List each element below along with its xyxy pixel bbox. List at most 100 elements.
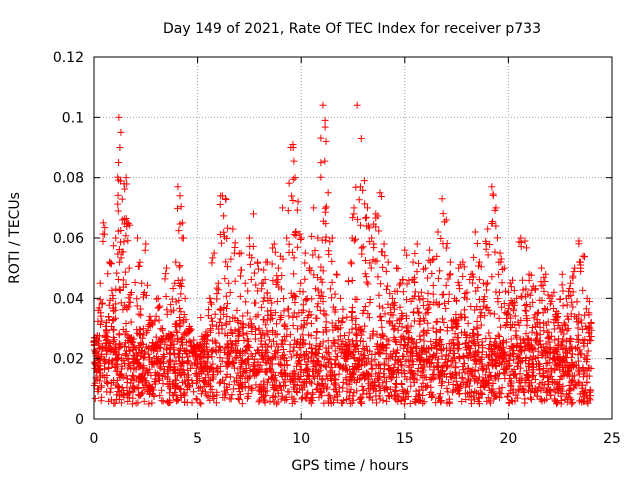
data-point [330,336,338,344]
data-point [579,373,587,381]
data-point [331,308,339,316]
data-point [513,333,521,341]
data-point [136,258,144,266]
data-point [142,240,150,248]
data-point [506,351,514,359]
data-point [486,373,494,381]
data-point [544,368,552,376]
data-point [255,383,263,391]
data-point [254,265,262,273]
data-point [585,323,593,331]
data-point [429,324,437,332]
data-point [208,259,216,267]
data-point [276,382,284,390]
data-point [578,319,586,327]
data-point [127,379,135,387]
data-point [489,361,497,369]
data-point [578,381,586,389]
data-point [558,270,566,278]
data-point [127,338,135,346]
data-point [546,338,554,346]
data-point [241,346,249,354]
data-point [564,394,572,402]
data-point [570,268,578,276]
data-point [553,314,561,322]
data-point [529,345,537,353]
data-point [461,360,469,368]
data-point [478,391,486,399]
data-point [286,348,294,356]
data-point [188,377,196,385]
data-point [248,352,256,360]
data-point [461,290,469,298]
data-point [409,358,417,366]
data-point [510,356,518,364]
data-point [186,338,194,346]
data-point [448,323,456,331]
data-point [173,329,181,337]
data-point [310,271,318,279]
data-point [132,365,140,373]
data-point [183,373,191,381]
data-point [424,382,432,390]
data-point [413,268,421,276]
data-point [144,344,152,352]
data-point [163,373,171,381]
data-point [268,311,276,319]
data-point [337,294,345,302]
data-point [476,313,484,321]
data-point [210,392,218,400]
data-point [227,328,235,336]
data-point [230,249,238,257]
data-point [154,370,162,378]
data-point [336,332,344,340]
data-point [379,263,387,271]
data-point [469,338,477,346]
data-point [360,386,368,394]
data-point [406,375,414,383]
data-point [254,287,262,295]
data-point [139,340,147,348]
data-point [520,337,528,345]
data-point [471,228,479,236]
data-point [473,323,481,331]
data-point [278,372,286,380]
data-point [95,365,103,373]
data-point [183,330,191,338]
data-point [470,396,478,404]
data-point [173,395,181,403]
data-point [516,370,524,378]
data-point [202,331,210,339]
data-point [416,332,424,340]
data-point [312,362,320,370]
data-point [215,318,223,326]
data-point [434,228,442,236]
data-point [410,278,418,286]
data-point [114,207,122,215]
data-point [403,251,411,259]
data-point [142,329,150,337]
data-point [290,385,298,393]
data-point [407,356,415,364]
data-point [490,310,498,318]
data-point [115,286,123,294]
data-point [137,390,145,398]
data-point [427,338,435,346]
data-point [517,358,525,366]
data-point [309,348,317,356]
data-point [452,371,460,379]
data-point [407,297,415,305]
data-point [243,356,251,364]
data-point [146,312,154,320]
data-point [111,399,119,407]
data-point [535,366,543,374]
data-point [459,352,467,360]
data-point [209,254,217,262]
data-point [124,398,132,406]
data-point [445,290,453,298]
data-point [205,351,213,359]
data-point [216,346,224,354]
data-point [311,247,319,255]
data-point [218,357,226,365]
data-point [445,340,453,348]
